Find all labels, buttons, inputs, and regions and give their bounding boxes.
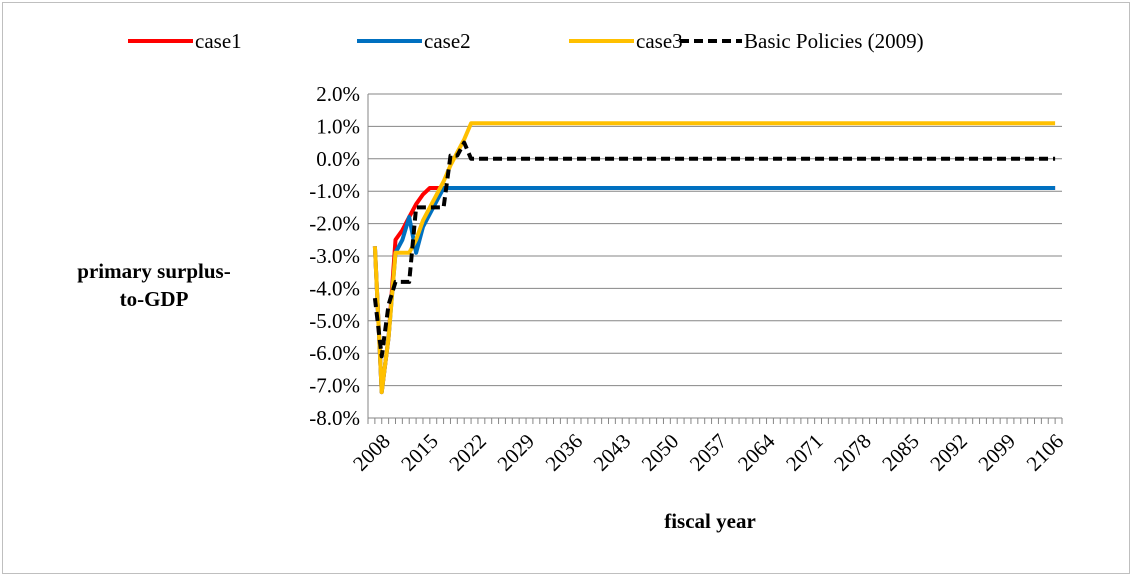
y-tick-label: -2.0% (309, 212, 360, 236)
y-axis-title-line1: primary surplus- (77, 259, 230, 283)
x-tick-label: 2022 (444, 429, 491, 476)
y-tick-label: -1.0% (309, 179, 360, 203)
x-tick-labels: 2008 2015 2022 2029 2036 2043 2050 2057 2064 2071… (348, 429, 1068, 476)
legend: case1 case2 case3 Basic Policies (2009) (128, 29, 924, 53)
series-line-3 (372, 121, 1056, 395)
y-tick-label: 0.0% (316, 147, 360, 171)
x-tick-label: 2029 (492, 429, 539, 476)
y-tick-label: -6.0% (309, 341, 360, 365)
y-tick-label: 2.0% (316, 82, 360, 106)
y-tick-labels: 2.0% 1.0% 0.0% -1.0% -2.0% -3.0% -4.0% -5.0% -6.… (309, 82, 360, 430)
legend-label: case1 (195, 29, 242, 53)
series-line-4 (372, 140, 1056, 359)
y-tick-label: -7.0% (309, 374, 360, 398)
x-tick-label: 2092 (925, 429, 972, 476)
x-axis-title: fiscal year (664, 509, 756, 533)
x-tick-label: 2043 (589, 429, 636, 476)
x-tick-label: 2036 (541, 429, 588, 476)
axes (367, 94, 1063, 424)
series-line-1 (372, 186, 1056, 395)
x-tick-label: 2099 (973, 429, 1020, 476)
x-tick-label: 2015 (396, 429, 443, 476)
y-tick-label: 1.0% (316, 114, 360, 138)
x-tick-label: 2064 (733, 429, 780, 476)
gridlines (368, 93, 1062, 419)
legend-label: case2 (424, 29, 471, 53)
x-tick-label: 2106 (1022, 429, 1069, 476)
x-tick-label: 2071 (781, 429, 828, 476)
legend-label: Basic Policies (2009) (744, 29, 924, 53)
legend-label: case3 (636, 29, 683, 53)
x-tick-label: 2078 (829, 429, 876, 476)
x-tick-label: 2057 (685, 429, 732, 476)
y-tick-label: -5.0% (309, 309, 360, 333)
x-tick-label: 2050 (637, 429, 684, 476)
x-tick-label: 2085 (877, 429, 924, 476)
y-tick-label: -3.0% (309, 244, 360, 268)
x-tick-label: 2008 (348, 429, 395, 476)
y-tick-label: -4.0% (309, 276, 360, 300)
series-lines (372, 121, 1056, 395)
y-tick-label: -8.0% (309, 406, 360, 430)
series-line-2 (372, 186, 1056, 395)
y-axis-title-line2: to-GDP (120, 287, 189, 311)
